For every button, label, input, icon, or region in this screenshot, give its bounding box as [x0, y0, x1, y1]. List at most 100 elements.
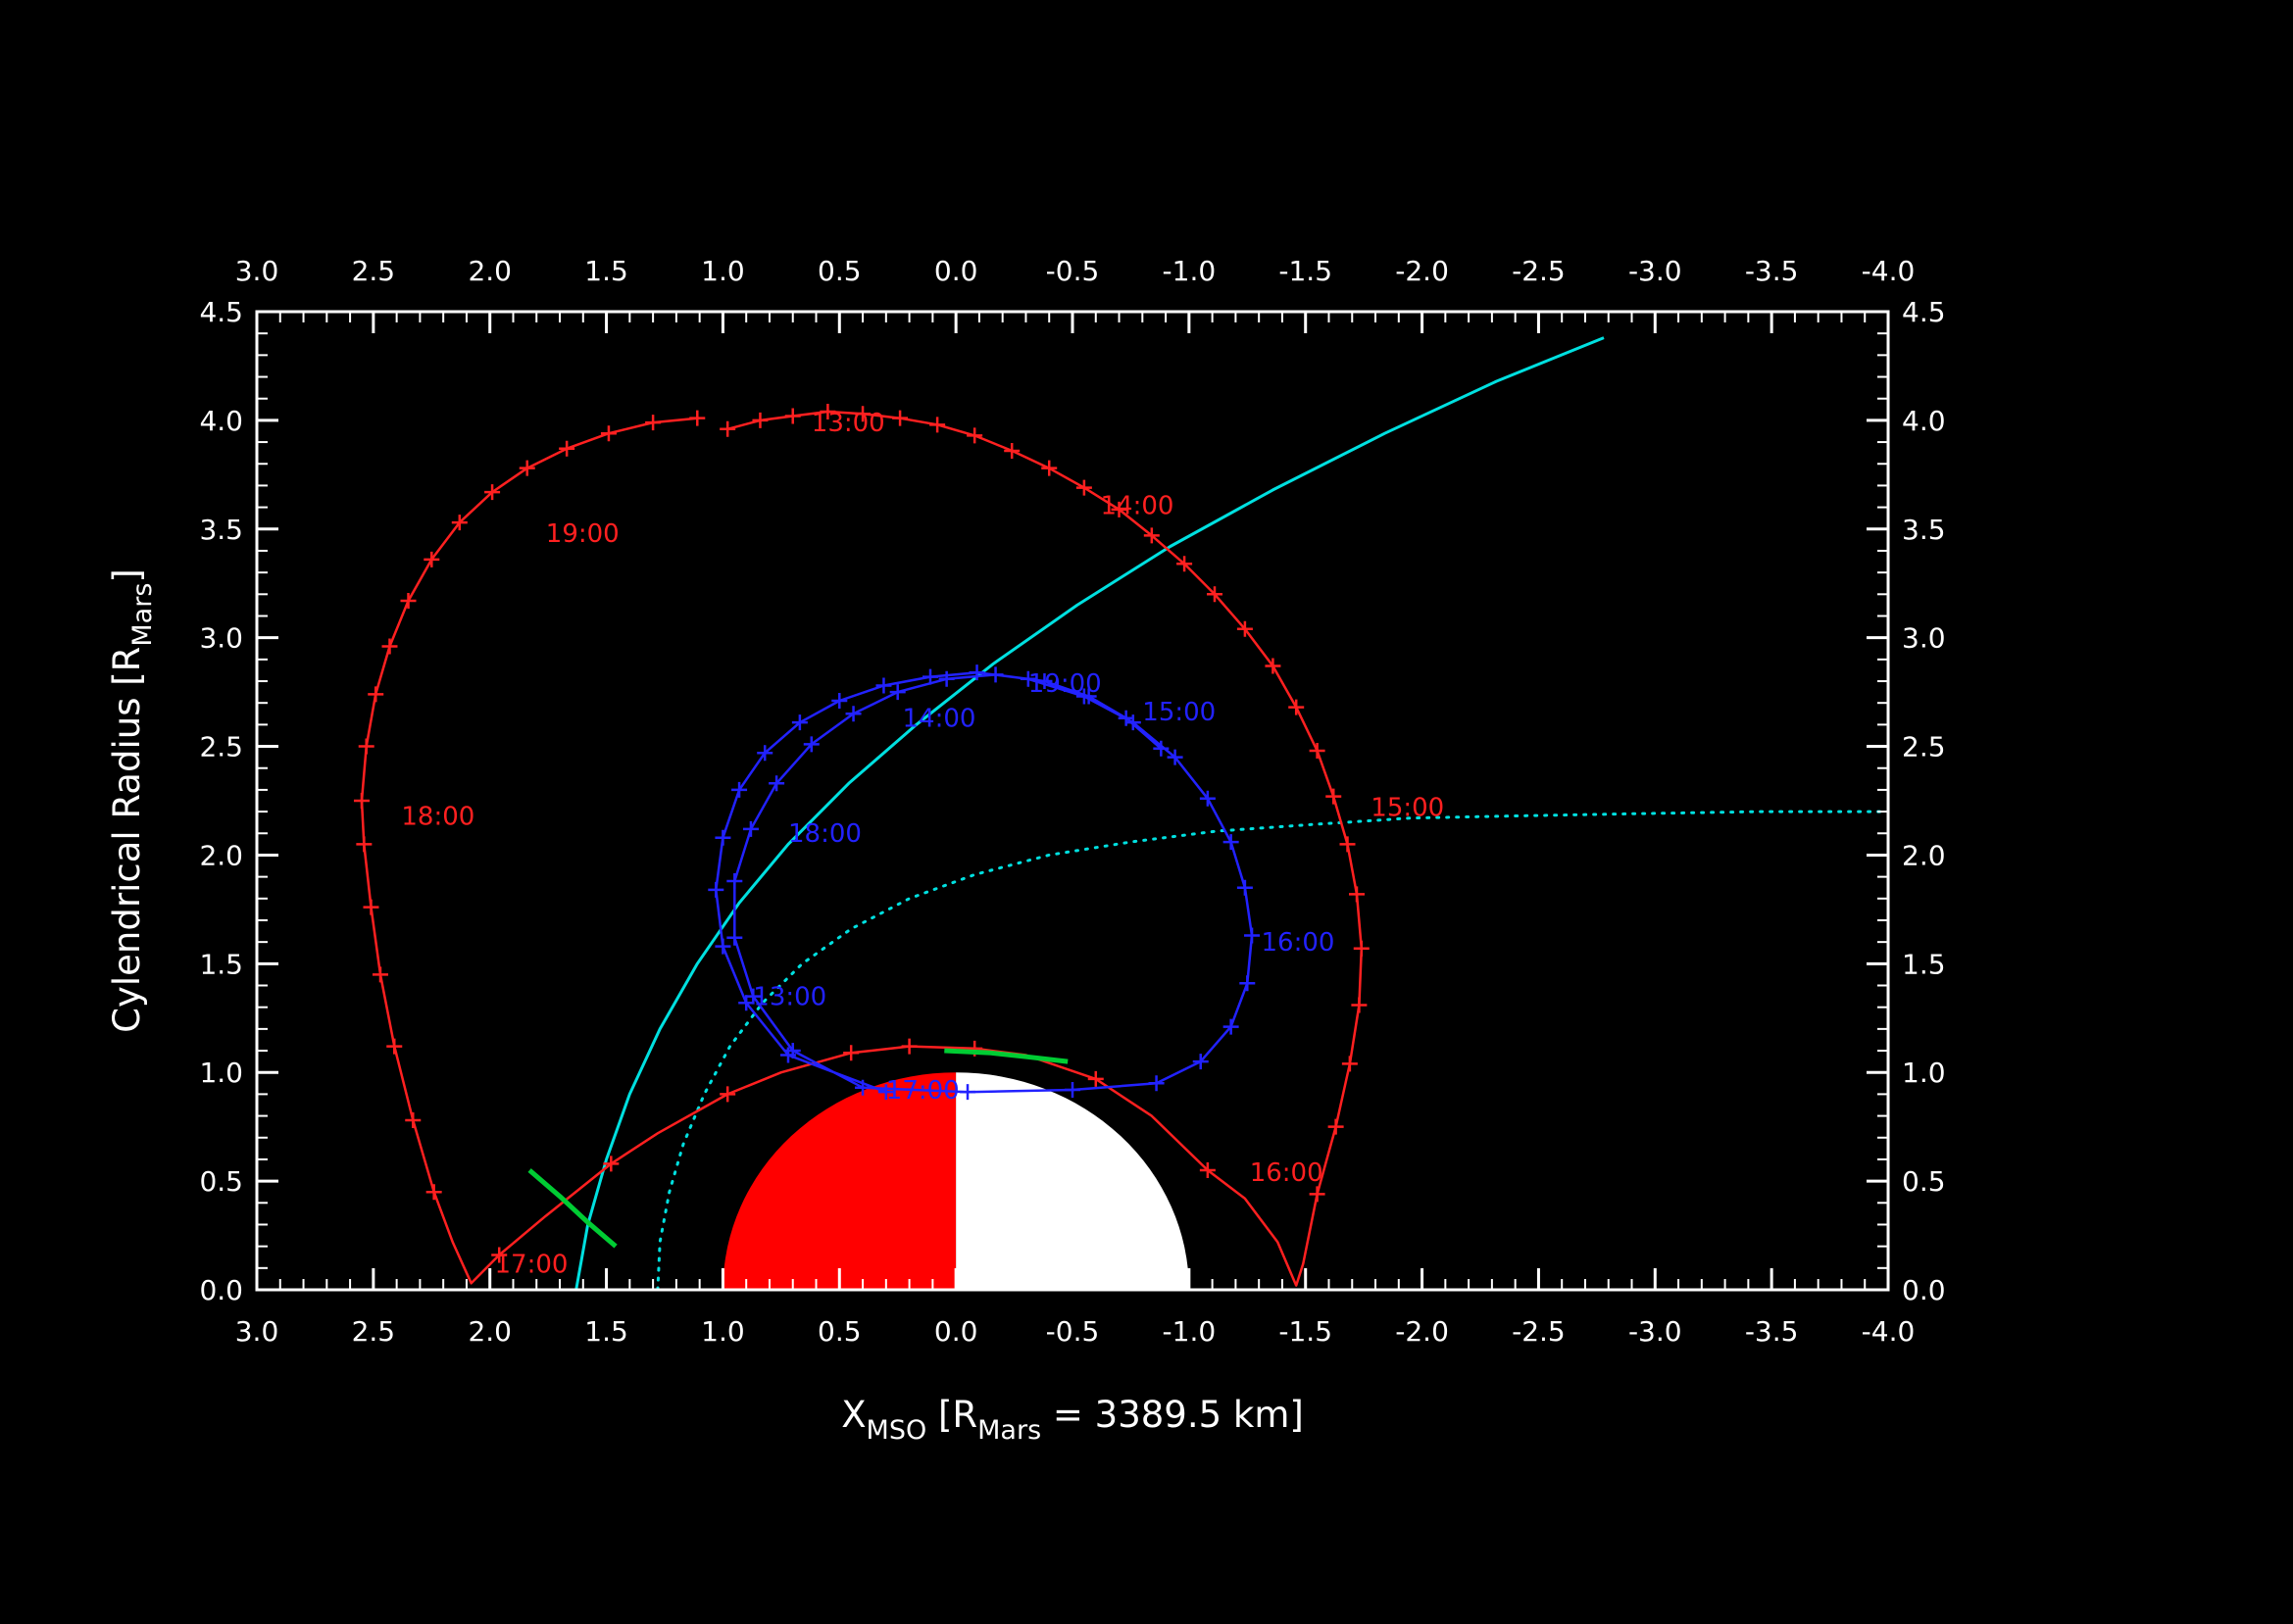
x-tick-label-top: -1.0: [1163, 255, 1217, 287]
x-tick-label-top: 2.0: [468, 255, 512, 287]
mars_express-marker: [368, 686, 384, 703]
mars_express-time-label: 14:00: [1101, 491, 1174, 520]
maven-marker: [1065, 1081, 1080, 1098]
maven-marker: [1148, 1075, 1165, 1092]
axis-tick-labels: 3.0 3.0 2.5 2.5 2.0 2.0 1.5 1.5 1.0 1.0 0.5 0.5 0.0 0…: [199, 255, 1945, 1348]
maven-marker: [987, 666, 1004, 683]
mars_express-time-label: 17:00: [495, 1250, 569, 1279]
x-tick-label-top: -1.5: [1278, 255, 1332, 287]
mars-disk: [723, 1072, 1189, 1290]
mars_express-marker: [559, 440, 575, 457]
mars_express-marker: [603, 1156, 620, 1172]
maven-marker: [969, 664, 985, 681]
mars_express-time-label: 19:00: [546, 519, 620, 549]
x-tick-label-bottom: 2.0: [468, 1315, 512, 1348]
y-tick-label-left: 3.5: [199, 514, 243, 546]
maven-time-label: 19:00: [1028, 669, 1102, 699]
maven-marker: [877, 1084, 894, 1101]
mars_express-marker: [424, 551, 440, 567]
maven-marker: [1153, 740, 1170, 757]
maven-time-label: 15:00: [1142, 698, 1216, 727]
mars_express-marker: [892, 410, 909, 426]
maven-marker: [791, 714, 808, 731]
mars_express-marker: [855, 406, 872, 422]
y-tick-label-left: 0.0: [199, 1274, 243, 1306]
mars_express-marker: [491, 1247, 508, 1263]
mars_express-marker: [356, 836, 373, 853]
mars_express-marker: [929, 417, 946, 433]
mars_express-marker: [363, 899, 379, 915]
mars_express-marker: [720, 1086, 736, 1103]
x-tick-label-top: 1.0: [701, 255, 745, 287]
mpb_boundary-path: [656, 810, 1890, 1292]
maven-marker: [715, 938, 731, 955]
x-tick-label-bottom: 1.0: [701, 1315, 745, 1348]
maven-marker: [1222, 1018, 1239, 1035]
maven-marker: [1167, 749, 1183, 765]
mars_express-marker: [1288, 699, 1305, 715]
series-mpb_boundary: [656, 810, 1890, 1292]
mars_express-marker: [1309, 742, 1325, 759]
maven-marker: [1118, 710, 1134, 726]
mars_express-marker: [1325, 788, 1342, 805]
x-tick-label-bottom: -3.0: [1628, 1315, 1682, 1348]
mars_express-marker: [386, 1038, 403, 1055]
mars_express-marker: [784, 408, 801, 424]
y-tick-label-right: 4.0: [1902, 405, 1946, 437]
maven-marker: [784, 1043, 801, 1059]
series-conjunction_region: [527, 1048, 1069, 1249]
mars_express-marker: [752, 412, 769, 428]
maven-marker: [1244, 927, 1261, 944]
mars_express-marker: [843, 1045, 860, 1061]
maven-marker: [715, 829, 731, 846]
y-tick-label-right: 4.5: [1902, 296, 1946, 328]
y-tick-label-left: 4.5: [199, 296, 243, 328]
maven-marker: [922, 668, 938, 685]
x-tick-label-bottom: -2.5: [1512, 1315, 1566, 1348]
mars_express-marker: [1349, 886, 1366, 903]
mars_express-marker: [358, 738, 374, 755]
mars-nightside: [956, 1072, 1189, 1290]
maven-marker: [960, 1084, 976, 1101]
x-tick-label-top: -3.5: [1745, 255, 1799, 287]
series-mars_express: 13:00 14:00 15:00 16:00 17:00 18:00 19:00: [353, 404, 1444, 1287]
maven-marker: [1080, 688, 1097, 705]
x-tick-label-top: 2.5: [352, 255, 396, 287]
x-tick-label-top: 0.0: [934, 255, 978, 287]
mars_express-marker: [519, 460, 535, 476]
mars_express-marker: [720, 420, 736, 437]
mars_express-time-label: 18:00: [401, 802, 474, 831]
x-tick-label-bottom: -3.5: [1745, 1315, 1799, 1348]
maven-marker: [742, 820, 759, 837]
y-tick-label-right: 2.5: [1902, 731, 1946, 763]
y-tick-label-right: 1.0: [1902, 1057, 1946, 1089]
mars_express-marker: [1143, 527, 1160, 544]
x-tick-label-top: -2.5: [1512, 255, 1566, 287]
y-tick-label-left: 1.5: [199, 948, 243, 980]
maven-marker: [757, 745, 773, 762]
maven-marker: [1020, 670, 1036, 687]
maven-marker: [845, 706, 862, 722]
bow_shock-path: [574, 336, 1605, 1291]
mars_express-marker: [484, 484, 501, 501]
mars_express-marker: [600, 425, 617, 442]
x-tick-label-top: -2.0: [1395, 255, 1449, 287]
y-tick-label-right: 0.5: [1902, 1165, 1946, 1198]
mars_express-marker: [1265, 658, 1281, 674]
x-tick-label-bottom: -2.0: [1395, 1315, 1449, 1348]
maven-time-label: 18:00: [788, 819, 862, 849]
y-axis-title: Cylendrical Radius [RMars]: [106, 568, 158, 1033]
y-tick-label-right: 2.0: [1902, 839, 1946, 871]
y-tick-label-right: 1.5: [1902, 948, 1946, 980]
mars_express-marker: [1341, 1056, 1358, 1072]
y-tick-label-right: 3.0: [1902, 622, 1946, 655]
x-tick-label-bottom: 0.0: [934, 1315, 978, 1348]
x-tick-label-top: 1.5: [584, 255, 628, 287]
mars_express-marker: [1327, 1118, 1344, 1135]
mars_express-marker: [1339, 836, 1356, 853]
maven-marker: [889, 684, 906, 701]
mars_express-marker: [1353, 940, 1370, 957]
x-tick-label-bottom: 3.0: [235, 1315, 279, 1348]
maven-marker: [1236, 879, 1253, 896]
